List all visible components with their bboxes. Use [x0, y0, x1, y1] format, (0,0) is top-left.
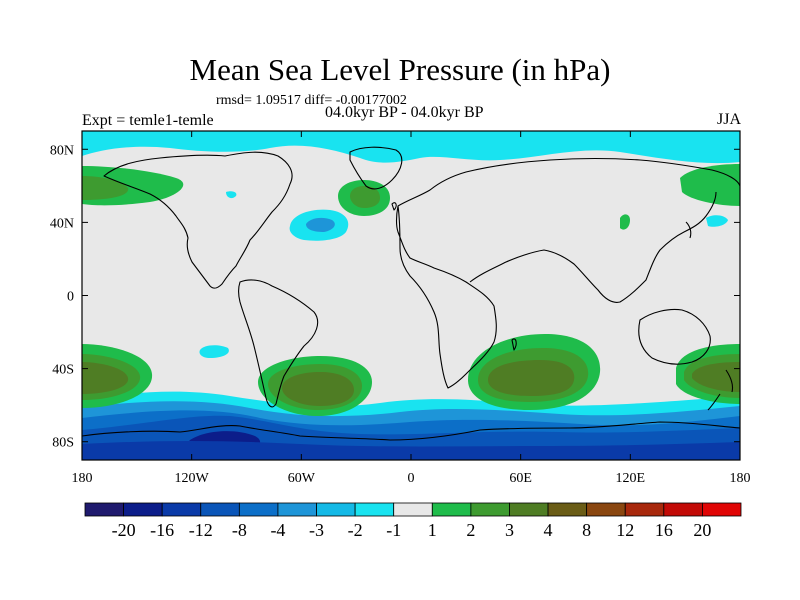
antarctica-coast	[82, 421, 740, 441]
colorbar-label: -8	[232, 520, 247, 540]
japan-coast	[685, 221, 692, 239]
colorbar-swatch	[200, 502, 240, 517]
south-pacific-high-4	[82, 362, 129, 394]
colorbar-swatch	[547, 502, 588, 517]
colorbar-swatch	[84, 502, 124, 517]
x-tick-label: 120E	[616, 471, 646, 486]
colorbar: -20 -16 -12 -8 -4 -3 -2 -1 1 2 3 4 8 12 16 20	[84, 502, 742, 540]
x-tick-label: 60E	[509, 471, 532, 486]
colorbar-swatch	[354, 502, 395, 517]
map-plot-area	[82, 131, 740, 460]
x-tick-label: 120W	[175, 471, 210, 486]
colorbar-label: 8	[582, 520, 591, 540]
colorbar-swatch	[161, 502, 202, 517]
x-tick-label: 180	[730, 471, 751, 486]
north-america-coast	[103, 151, 293, 289]
colorbar-label: -16	[150, 520, 174, 540]
north-atlantic-low-blue	[306, 217, 335, 232]
colorbar-label: -12	[189, 520, 213, 540]
tasman-high-4	[692, 362, 740, 392]
central-asia-high-green	[620, 214, 630, 230]
colorbar-swatch	[509, 502, 549, 517]
colorbar-label: 16	[655, 520, 673, 540]
japan-low-cyan	[706, 215, 728, 227]
colorbar-label: 4	[544, 520, 553, 540]
colorbar-label: 3	[505, 520, 514, 540]
y-tick-label: 80S	[52, 436, 74, 451]
colorbar-swatch	[431, 502, 472, 517]
colorbar-label: 1	[428, 520, 437, 540]
coastlines	[82, 146, 740, 441]
stats-subtitle: rmsd= 1.09517 diff= -0.00177002	[216, 93, 407, 108]
south-atlantic-high-4	[282, 372, 354, 406]
indian-ocean-high-4	[488, 360, 575, 396]
colorbar-swatch	[470, 502, 510, 517]
y-tick-label: 40N	[50, 216, 74, 231]
colorbar-swatch	[586, 502, 626, 517]
y-tick-label: 0	[67, 290, 74, 305]
colorbar-label: 2	[466, 520, 475, 540]
x-tick-label: 180	[72, 471, 93, 486]
colorbar-label: -4	[270, 520, 285, 540]
uk-coast	[391, 202, 397, 211]
madagascar-coast	[511, 338, 517, 351]
colorbar-swatch	[316, 502, 356, 517]
y-tick-label: 40S	[52, 363, 74, 378]
arctic-band-cyan	[82, 131, 740, 164]
x-tick-label: 60W	[288, 471, 316, 486]
colorbar-label: -20	[112, 520, 136, 540]
north-atlantic-high-3	[350, 186, 380, 208]
colorbar-swatch	[663, 502, 703, 517]
y-tick-label: 80N	[50, 143, 74, 158]
colorbar-swatch	[277, 502, 317, 517]
colorbar-swatch	[238, 502, 279, 517]
x-tick-label: 0	[408, 471, 415, 486]
tropical-pacific-low-cyan	[199, 345, 229, 358]
y-axis: 80N 40N 0 40S 80S	[50, 143, 740, 451]
colorbar-label: -3	[309, 520, 324, 540]
south-america-coast	[237, 279, 319, 408]
colorbar-label: -1	[386, 520, 401, 540]
australia-coast	[638, 308, 711, 365]
new-zealand-coast	[707, 369, 734, 411]
colorbar-swatch	[624, 502, 665, 517]
antarctic-coast-deep-blue	[82, 441, 740, 460]
eurasia-africa-coast	[395, 157, 740, 389]
chart-title: Mean Sea Level Pressure (in hPa)	[189, 52, 611, 87]
season-label: JJA	[716, 111, 741, 128]
x-axis: 180 120W 60W 0 60E 120E 180	[72, 131, 751, 486]
colorbar-label: 20	[693, 520, 711, 540]
experiment-label: Expt = temle1-temle	[82, 112, 214, 129]
colorbar-label: 12	[616, 520, 634, 540]
gulf-low-cyan	[226, 191, 237, 199]
colorbar-swatch	[393, 502, 433, 517]
colorbar-swatch	[123, 502, 163, 517]
colorbar-label: -2	[348, 520, 363, 540]
period-subtitle: 04.0kyr BP - 04.0kyr BP	[325, 104, 484, 121]
greenland-coast	[349, 146, 403, 190]
colorbar-swatch	[702, 502, 742, 517]
bering-high-3	[82, 176, 129, 200]
